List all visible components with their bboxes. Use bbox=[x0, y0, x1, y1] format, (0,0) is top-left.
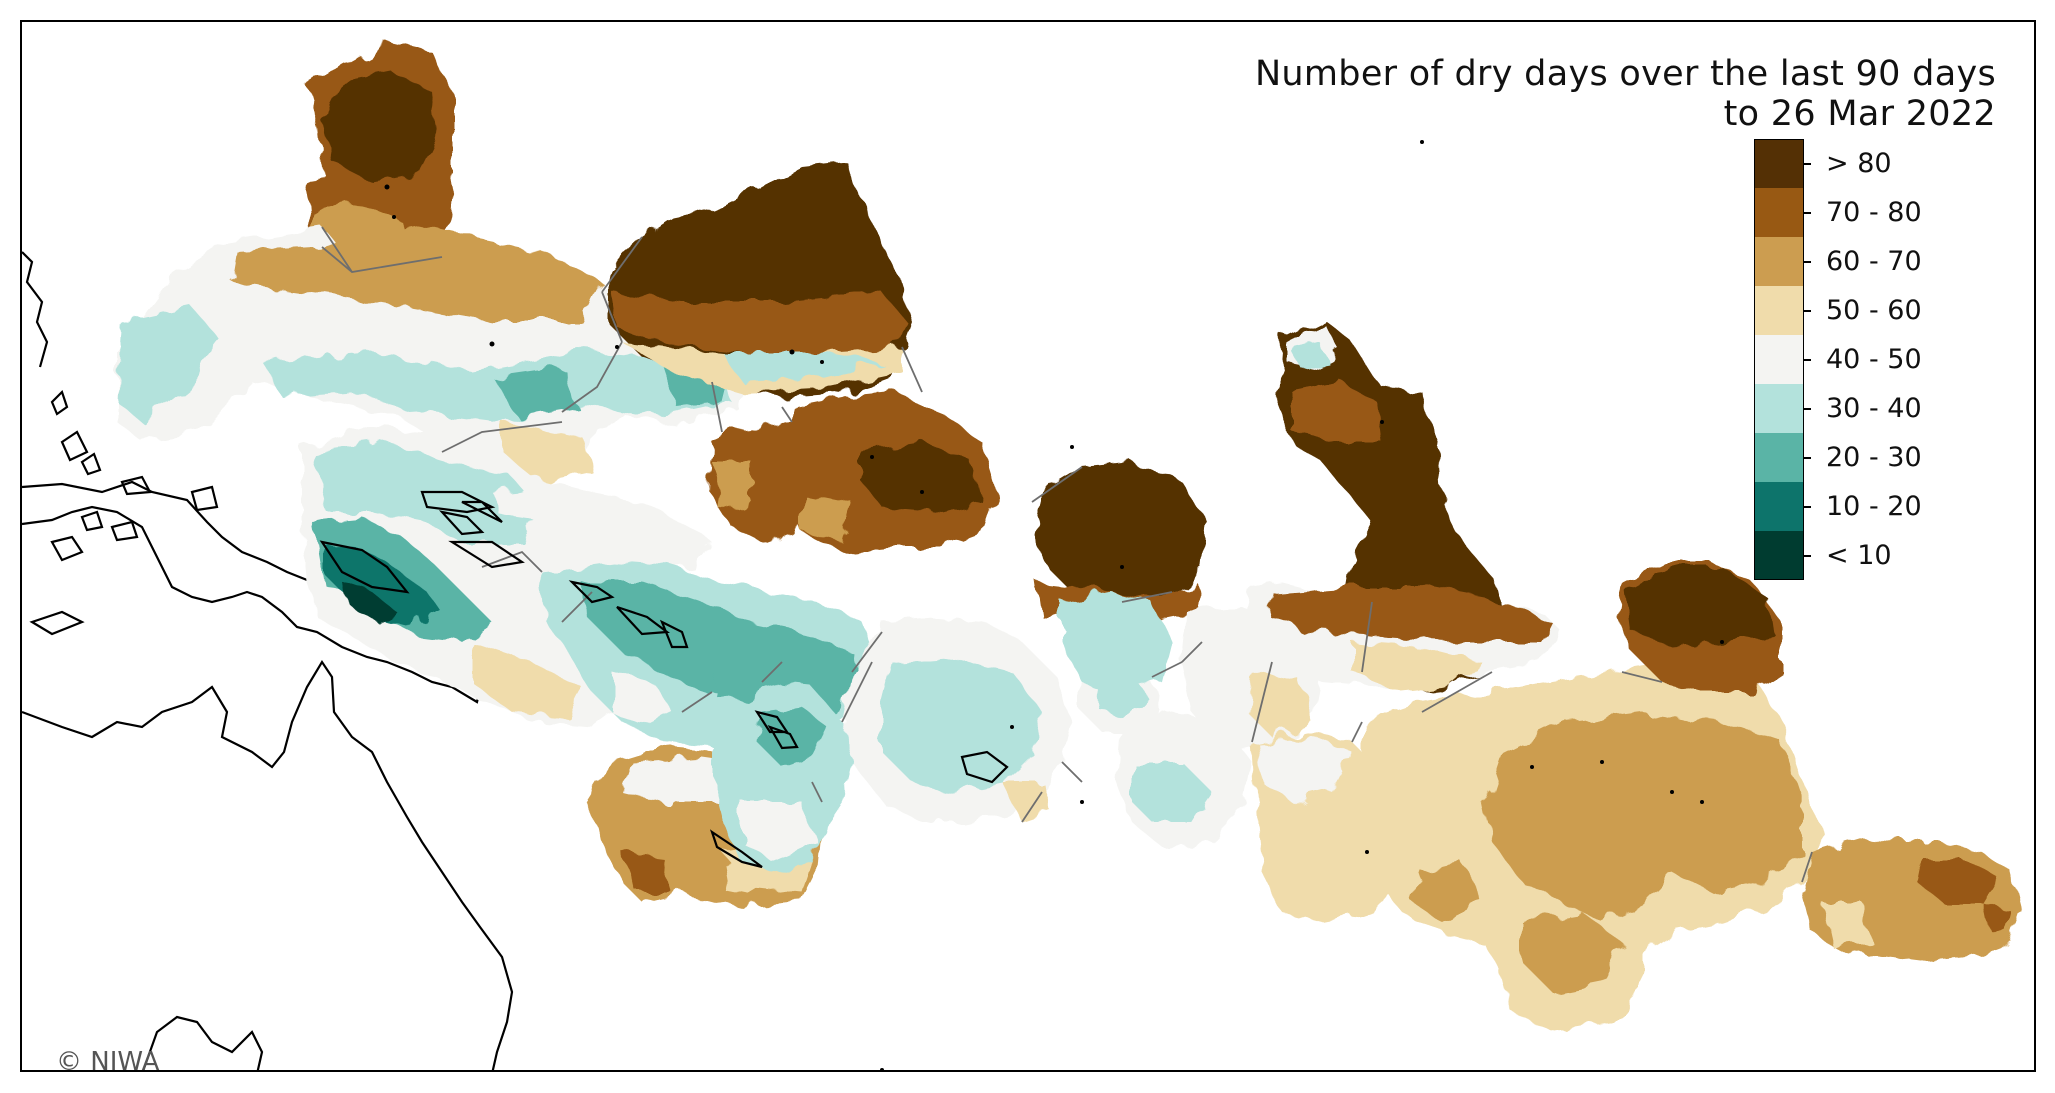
dry-days-regions bbox=[117, 42, 2022, 1032]
legend-tick bbox=[1804, 555, 1811, 557]
legend-swatch bbox=[1754, 286, 1804, 335]
legend-label: 10 - 20 bbox=[1826, 491, 1922, 522]
region-tuvalu bbox=[1062, 592, 1172, 692]
legend-tick bbox=[1804, 163, 1811, 165]
niwa-credit: © NIWA bbox=[56, 1047, 160, 1072]
legend-row: 60 - 70 bbox=[1754, 237, 1954, 286]
legend-swatch bbox=[1754, 482, 1804, 531]
legend-row: 10 - 20 bbox=[1754, 482, 1954, 531]
legend-row: < 10 bbox=[1754, 531, 1954, 580]
legend-label: 40 - 50 bbox=[1826, 344, 1922, 375]
island-specks bbox=[384, 140, 1724, 1070]
legend-tick bbox=[1804, 261, 1811, 263]
legend-label: 20 - 30 bbox=[1826, 442, 1922, 473]
coastlines bbox=[22, 251, 514, 1070]
legend-tick bbox=[1804, 457, 1811, 459]
legend-tick bbox=[1804, 506, 1811, 508]
region-phoenix bbox=[1032, 462, 1207, 602]
eez-boundaries bbox=[321, 226, 1813, 883]
legend-tick bbox=[1804, 212, 1811, 214]
new-guinea-coastline bbox=[22, 480, 484, 704]
legend-swatch bbox=[1754, 335, 1804, 384]
map-title-line-2: to 26 Mar 2022 bbox=[1723, 94, 1996, 134]
island-outlines bbox=[319, 490, 1009, 869]
legend-row: 70 - 80 bbox=[1754, 188, 1954, 237]
legend-label: < 10 bbox=[1826, 540, 1892, 571]
legend-swatch bbox=[1754, 139, 1804, 188]
legend-tick bbox=[1804, 359, 1811, 361]
map-frame: Number of dry days over the last 90 days… bbox=[20, 20, 2036, 1072]
legend-swatch bbox=[1754, 433, 1804, 482]
islands-west bbox=[29, 430, 219, 636]
australia-south-coastline bbox=[142, 1015, 264, 1070]
legend-row: 20 - 30 bbox=[1754, 433, 1954, 482]
legend-swatch bbox=[1754, 384, 1804, 433]
legend-label: > 80 bbox=[1826, 148, 1892, 179]
legend-row: 30 - 40 bbox=[1754, 384, 1954, 433]
legend-label: 30 - 40 bbox=[1826, 393, 1922, 424]
legend-label: 60 - 70 bbox=[1826, 246, 1922, 277]
legend-row: 40 - 50 bbox=[1754, 335, 1954, 384]
legend-tick bbox=[1804, 310, 1811, 312]
australia-coastline bbox=[22, 659, 514, 1070]
legend-label: 70 - 80 bbox=[1826, 197, 1922, 228]
legend-swatch bbox=[1754, 237, 1804, 286]
legend-tick bbox=[1804, 408, 1811, 410]
legend-label: 50 - 60 bbox=[1826, 295, 1922, 326]
islands-north bbox=[22, 251, 102, 476]
legend-swatch bbox=[1754, 531, 1804, 580]
map-title-line-1: Number of dry days over the last 90 days bbox=[1254, 54, 1996, 94]
legend-row: 50 - 60 bbox=[1754, 286, 1954, 335]
legend: > 80 70 - 80 60 - 70 50 - 60 40 - 50 30 … bbox=[1754, 139, 1954, 580]
legend-swatch bbox=[1754, 188, 1804, 237]
map-canvas bbox=[22, 42, 2022, 1070]
legend-row: > 80 bbox=[1754, 139, 1954, 188]
